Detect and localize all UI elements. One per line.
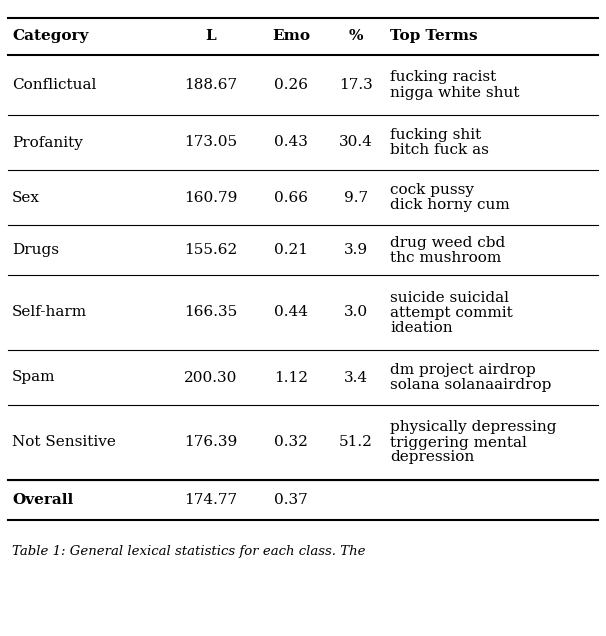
Text: suicide suicidal: suicide suicidal	[390, 291, 509, 305]
Text: 166.35: 166.35	[184, 305, 238, 319]
Text: nigga white shut: nigga white shut	[390, 85, 519, 99]
Text: fucking shit: fucking shit	[390, 128, 481, 142]
Text: L: L	[205, 29, 216, 43]
Text: 0.32: 0.32	[274, 436, 308, 450]
Text: 1.12: 1.12	[274, 371, 308, 385]
Text: fucking racist: fucking racist	[390, 71, 496, 85]
Text: attempt commit: attempt commit	[390, 305, 513, 319]
Text: 0.26: 0.26	[274, 78, 308, 92]
Text: 160.79: 160.79	[184, 191, 238, 205]
Text: Drugs: Drugs	[12, 243, 59, 257]
Text: solana solanaairdrop: solana solanaairdrop	[390, 378, 551, 392]
Text: 3.0: 3.0	[344, 305, 368, 319]
Text: dm project airdrop: dm project airdrop	[390, 363, 536, 377]
Text: Not Sensitive: Not Sensitive	[12, 436, 116, 450]
Text: depression: depression	[390, 450, 474, 464]
Text: drug weed cbd: drug weed cbd	[390, 235, 505, 249]
Text: 3.4: 3.4	[344, 371, 368, 385]
Text: 188.67: 188.67	[184, 78, 238, 92]
Text: Spam: Spam	[12, 371, 56, 385]
Text: Overall: Overall	[12, 493, 73, 507]
Text: Top Terms: Top Terms	[390, 29, 478, 43]
Text: 17.3: 17.3	[339, 78, 373, 92]
Text: 0.37: 0.37	[274, 493, 308, 507]
Text: thc mushroom: thc mushroom	[390, 251, 501, 265]
Text: dick horny cum: dick horny cum	[390, 198, 510, 212]
Text: 30.4: 30.4	[339, 135, 373, 149]
Text: cock pussy: cock pussy	[390, 183, 474, 197]
Text: 200.30: 200.30	[184, 371, 238, 385]
Text: Sex: Sex	[12, 191, 40, 205]
Text: 3.9: 3.9	[344, 243, 368, 257]
Text: Profanity: Profanity	[12, 135, 83, 149]
Text: Category: Category	[12, 29, 88, 43]
Text: ideation: ideation	[390, 321, 453, 335]
Text: bitch fuck as: bitch fuck as	[390, 143, 489, 157]
Text: 0.44: 0.44	[274, 305, 308, 319]
Text: 9.7: 9.7	[344, 191, 368, 205]
Text: Emo: Emo	[272, 29, 310, 43]
Text: 0.21: 0.21	[274, 243, 308, 257]
Text: 0.43: 0.43	[274, 135, 308, 149]
Text: Table 1: General lexical statistics for each class. The: Table 1: General lexical statistics for …	[12, 545, 365, 558]
Text: 0.66: 0.66	[274, 191, 308, 205]
Text: 173.05: 173.05	[184, 135, 238, 149]
Text: 176.39: 176.39	[184, 436, 238, 450]
Text: 155.62: 155.62	[184, 243, 238, 257]
Text: 51.2: 51.2	[339, 436, 373, 450]
Text: Conflictual: Conflictual	[12, 78, 96, 92]
Text: triggering mental: triggering mental	[390, 436, 527, 450]
Text: physically depressing: physically depressing	[390, 420, 556, 434]
Text: Self-harm: Self-harm	[12, 305, 87, 319]
Text: %: %	[348, 29, 363, 43]
Text: 174.77: 174.77	[184, 493, 238, 507]
